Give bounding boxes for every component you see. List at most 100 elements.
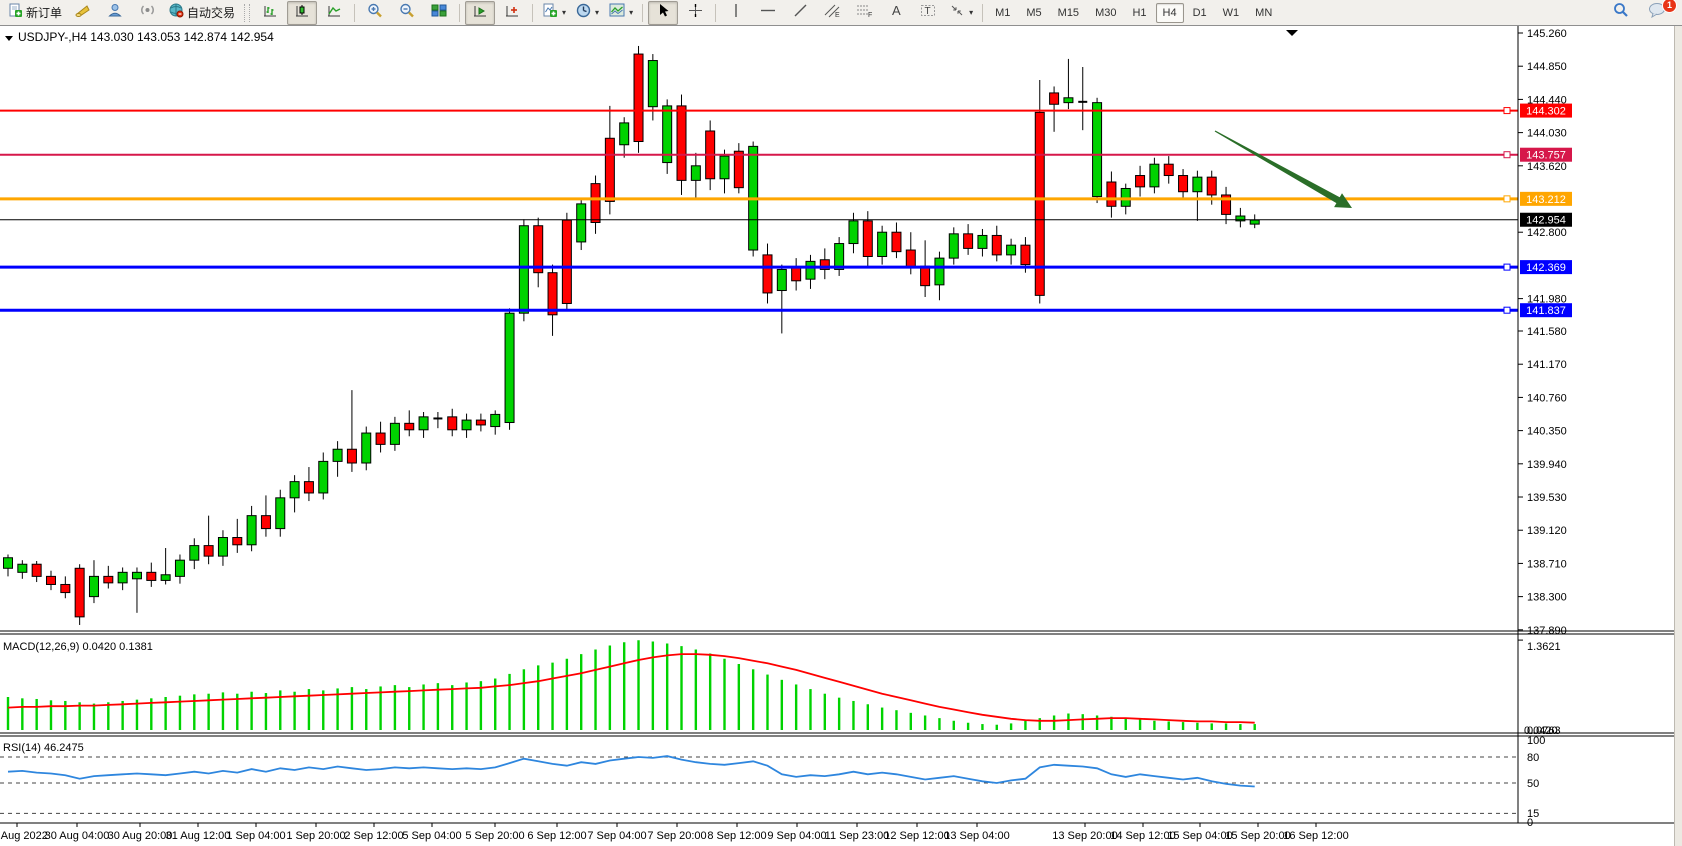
crosshair-tool-button[interactable] xyxy=(680,1,710,25)
candle-body xyxy=(60,583,71,594)
auto-scroll-button[interactable] xyxy=(465,0,496,25)
price-tick-label: 141.980 xyxy=(1527,294,1567,306)
time-tick-label: 1 Sep 20:00 xyxy=(286,830,345,842)
tile-windows-icon xyxy=(431,3,447,23)
time-tick-label: 15 Sep 04:00 xyxy=(1167,830,1232,842)
timeframe-m5-button[interactable]: M5 xyxy=(1026,6,1042,19)
time-tick-label: 5 Sep 04:00 xyxy=(402,830,461,842)
new-order-button[interactable]: 新订单 xyxy=(4,1,66,25)
price-badge-label: 143.212 xyxy=(1526,194,1566,206)
text-tool-button[interactable]: A xyxy=(881,1,911,25)
candle-body xyxy=(676,105,687,181)
line-handle[interactable] xyxy=(1503,107,1511,115)
line-chart-mode-button[interactable] xyxy=(319,1,349,25)
indicators-dropdown-arrow[interactable]: ▾ xyxy=(562,8,567,17)
timeframe-h1-button[interactable]: H1 xyxy=(1132,6,1147,19)
vertical-line-tool-button[interactable] xyxy=(721,1,751,25)
line-handle[interactable] xyxy=(1503,151,1511,159)
candle-body xyxy=(1221,194,1232,215)
timeframe-h4-button[interactable]: H4 xyxy=(1155,2,1184,23)
window-edge-strip[interactable] xyxy=(1674,26,1682,846)
candle-body xyxy=(74,567,85,618)
macd-scale-max: 1.3621 xyxy=(1527,641,1561,653)
periods-button[interactable]: ▾ xyxy=(572,1,603,25)
notifications-button[interactable]: 1 xyxy=(1642,0,1677,25)
arrows-tool-button[interactable]: ▾ xyxy=(945,1,977,25)
channel-tool-button[interactable]: E xyxy=(817,1,847,25)
price-badge xyxy=(1520,147,1572,162)
community-button[interactable] xyxy=(100,1,130,25)
toolbar-separator xyxy=(982,3,984,22)
arrows-dropdown-arrow[interactable]: ▾ xyxy=(969,8,974,17)
candle-body xyxy=(475,419,486,426)
fibonacci-tool-button[interactable]: F xyxy=(849,1,879,25)
line-handle[interactable] xyxy=(1503,263,1511,271)
tile-windows-button[interactable] xyxy=(424,1,454,25)
candle-body xyxy=(31,563,42,577)
price-tick-label: 141.580 xyxy=(1527,326,1567,338)
candle-body xyxy=(1020,244,1031,266)
candle-body xyxy=(719,155,730,180)
signal-button[interactable] xyxy=(132,1,162,25)
candle-body xyxy=(45,575,56,585)
trendline-tool-button[interactable] xyxy=(785,1,815,25)
templates-dropdown-arrow[interactable]: ▾ xyxy=(629,8,634,17)
candle-body xyxy=(604,137,615,202)
time-tick-label: 31 Aug 12:00 xyxy=(166,830,231,842)
chat-bubble-icon xyxy=(1648,2,1666,23)
candle-body xyxy=(88,575,99,598)
timeframe-mn-button[interactable]: MN xyxy=(1255,6,1273,19)
price-badge-label: 142.369 xyxy=(1526,262,1566,274)
candle-body xyxy=(1135,175,1146,188)
line-handle[interactable] xyxy=(1503,306,1511,314)
broadcast-icon xyxy=(140,3,155,22)
price-badge-label: 141.837 xyxy=(1526,305,1566,317)
time-tick-label: 9 Sep 04:00 xyxy=(767,830,826,842)
candle-body xyxy=(1163,163,1174,177)
price-badge-label: 142.954 xyxy=(1526,215,1566,227)
timeframe-m15-button[interactable]: M15 xyxy=(1057,6,1080,19)
quick-trade-collapse-icon[interactable] xyxy=(1286,30,1298,36)
styler-button[interactable] xyxy=(68,1,98,25)
cursor-tool-button[interactable] xyxy=(648,0,679,25)
bar-chart-mode-button[interactable] xyxy=(255,1,285,25)
candle-body xyxy=(948,233,959,259)
candle-body xyxy=(576,203,587,243)
indicators-button[interactable]: ▾ xyxy=(538,1,570,25)
time-tick-label: 6 Sep 12:00 xyxy=(527,830,586,842)
autotrading-button[interactable]: 自动交易 xyxy=(164,1,239,25)
periods-dropdown-arrow[interactable]: ▾ xyxy=(595,8,600,17)
timeframe-m30-button[interactable]: M30 xyxy=(1095,6,1117,19)
horizontal-line-tool-button[interactable] xyxy=(753,1,783,25)
chart-menu-arrow-icon[interactable] xyxy=(5,36,13,41)
time-tick-label: 11 Sep 23:00 xyxy=(825,830,890,842)
candle-body xyxy=(1192,176,1203,193)
chart-title: USDJPY-,H4 143.030 143.053 142.874 142.9… xyxy=(18,30,274,44)
timeframe-d1-button[interactable]: D1 xyxy=(1192,6,1207,19)
macd-label: MACD(12,26,9) 0.0420 0.1381 xyxy=(3,641,153,653)
zoom-out-icon xyxy=(399,3,415,23)
candle-body xyxy=(733,150,744,189)
rsi-level-label: 50 xyxy=(1527,778,1539,790)
timeframe-m1-button[interactable]: M1 xyxy=(995,6,1011,19)
zoom-in-button[interactable] xyxy=(360,1,390,25)
price-tick-label: 140.760 xyxy=(1527,392,1567,404)
text-label-tool-button[interactable]: T xyxy=(913,1,943,25)
candle-body xyxy=(690,165,701,181)
candlestick-mode-button[interactable] xyxy=(287,0,318,25)
main-toolbar: 新订单 自动交易 ▾ ▾ xyxy=(0,0,1682,26)
person-icon xyxy=(107,3,123,22)
candle-body xyxy=(561,219,572,304)
line-handle[interactable] xyxy=(1503,195,1511,203)
trend-arrow-annotation[interactable] xyxy=(1214,130,1352,209)
price-tick-label: 138.300 xyxy=(1527,592,1567,604)
templates-button[interactable]: ▾ xyxy=(605,1,637,25)
chart-shift-button[interactable] xyxy=(497,1,527,25)
candle-body xyxy=(963,233,974,249)
zoom-out-button[interactable] xyxy=(392,1,422,25)
timeframe-w1-button[interactable]: W1 xyxy=(1222,6,1240,19)
clock-icon xyxy=(576,3,591,23)
search-button[interactable] xyxy=(1606,1,1636,25)
template-icon xyxy=(609,3,625,22)
